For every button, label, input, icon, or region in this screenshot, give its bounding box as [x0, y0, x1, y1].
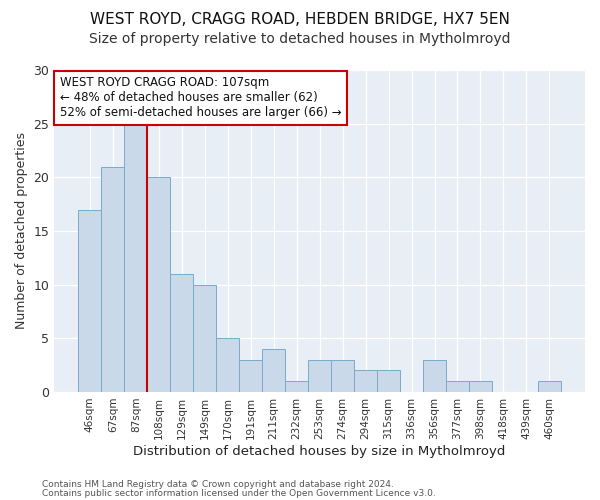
Bar — [331, 360, 354, 392]
Bar — [377, 370, 400, 392]
Y-axis label: Number of detached properties: Number of detached properties — [15, 132, 28, 330]
Bar — [285, 381, 308, 392]
Bar — [446, 381, 469, 392]
Text: Contains HM Land Registry data © Crown copyright and database right 2024.: Contains HM Land Registry data © Crown c… — [42, 480, 394, 489]
Bar — [308, 360, 331, 392]
Bar — [79, 210, 101, 392]
Text: WEST ROYD, CRAGG ROAD, HEBDEN BRIDGE, HX7 5EN: WEST ROYD, CRAGG ROAD, HEBDEN BRIDGE, HX… — [90, 12, 510, 28]
Text: Size of property relative to detached houses in Mytholmroyd: Size of property relative to detached ho… — [89, 32, 511, 46]
Bar — [239, 360, 262, 392]
Bar — [423, 360, 446, 392]
Text: Contains public sector information licensed under the Open Government Licence v3: Contains public sector information licen… — [42, 488, 436, 498]
Bar — [469, 381, 492, 392]
Bar — [193, 284, 216, 392]
Bar — [101, 166, 124, 392]
Bar — [124, 124, 148, 392]
Bar — [262, 349, 285, 392]
Bar — [354, 370, 377, 392]
Bar — [216, 338, 239, 392]
Bar — [170, 274, 193, 392]
Bar — [538, 381, 561, 392]
Bar — [148, 178, 170, 392]
Text: WEST ROYD CRAGG ROAD: 107sqm
← 48% of detached houses are smaller (62)
52% of se: WEST ROYD CRAGG ROAD: 107sqm ← 48% of de… — [59, 76, 341, 120]
X-axis label: Distribution of detached houses by size in Mytholmroyd: Distribution of detached houses by size … — [133, 444, 506, 458]
